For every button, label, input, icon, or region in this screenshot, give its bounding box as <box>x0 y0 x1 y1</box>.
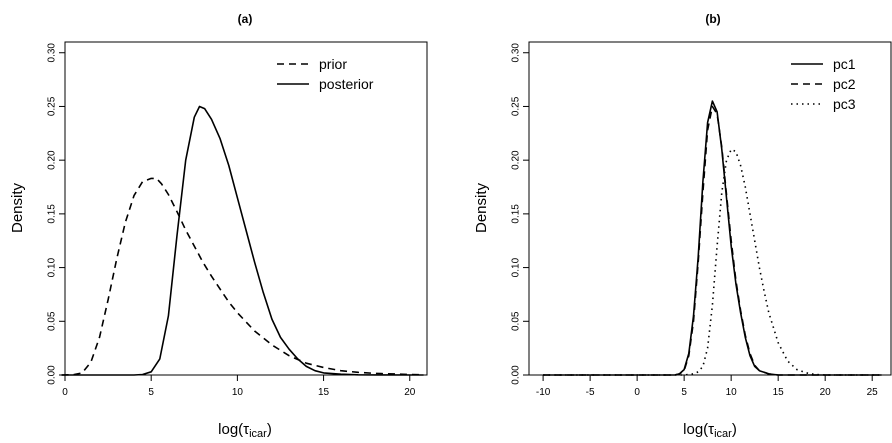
y-tick-label: 0.05 <box>47 311 58 331</box>
x-axis-label-subscript: icar <box>714 428 732 440</box>
y-tick-label: 0.30 <box>47 43 58 63</box>
x-tick-label: 15 <box>318 387 330 398</box>
x-axis-label: log(τicar) <box>683 421 737 440</box>
legend-label-pc3: pc3 <box>833 96 856 112</box>
legend-label-pc1: pc1 <box>833 56 856 72</box>
x-tick-label: 5 <box>681 387 687 398</box>
y-axis-label: Density <box>9 182 26 233</box>
series-lines <box>543 100 882 376</box>
x-tick-label: 5 <box>148 387 154 398</box>
series-lines <box>61 105 424 376</box>
y-tick-label: 0.00 <box>511 365 522 385</box>
y-tick-label: 0.25 <box>47 96 58 116</box>
legend-label-pc2: pc2 <box>833 76 856 92</box>
x-axis-label-subscript: icar <box>249 428 267 440</box>
x-tick-label: -10 <box>536 387 551 398</box>
legend-label-posterior: posterior <box>319 76 374 92</box>
x-tick-label: 15 <box>773 387 785 398</box>
x-axis-label-symbol: τ <box>243 421 249 438</box>
panel-b: (b) -10 -5 0 5 10 15 20 25 0.00 0.05 0.10 0.15 0.20… <box>473 12 892 440</box>
y-tick-label: 0.25 <box>511 96 522 116</box>
y-axis: 0.00 0.05 0.10 0.15 0.20 0.25 0.30 <box>511 43 530 385</box>
y-tick-label: 0.10 <box>511 257 522 277</box>
x-tick-label: 0 <box>634 387 640 398</box>
legend-label-prior: prior <box>319 56 347 72</box>
x-axis: 0 5 10 15 20 <box>62 374 416 398</box>
y-tick-label: 0.15 <box>47 204 58 224</box>
x-axis: -10 -5 0 5 10 15 20 25 <box>536 374 879 398</box>
y-axis: 0.00 0.05 0.10 0.15 0.20 0.25 0.30 <box>47 43 66 385</box>
series-line-pc3 <box>543 148 882 376</box>
y-tick-label: 0.05 <box>511 311 522 331</box>
legend: prior posterior <box>277 56 374 92</box>
x-axis-label-close: ) <box>732 421 737 438</box>
series-line-prior <box>61 177 424 376</box>
x-tick-label: 10 <box>232 387 244 398</box>
x-axis-label-symbol: τ <box>708 421 714 438</box>
series-line-pc2 <box>543 105 882 376</box>
chart-title: (b) <box>705 12 720 26</box>
series-line-posterior <box>61 105 424 376</box>
y-axis-label: Density <box>473 182 490 233</box>
x-axis-label-text: log( <box>218 421 243 438</box>
y-tick-label: 0.30 <box>511 43 522 63</box>
x-tick-label: 10 <box>726 387 738 398</box>
series-line-pc1 <box>543 100 882 376</box>
x-axis-label-text: log( <box>683 421 708 438</box>
x-tick-label: 20 <box>404 387 416 398</box>
y-tick-label: 0.10 <box>47 257 58 277</box>
x-tick-label: 20 <box>820 387 832 398</box>
x-tick-label: 0 <box>62 387 68 398</box>
y-tick-label: 0.20 <box>511 150 522 170</box>
x-axis-label-close: ) <box>267 421 272 438</box>
y-tick-label: 0.20 <box>47 150 58 170</box>
x-axis-label: log(τicar) <box>218 421 272 440</box>
chart-title: (a) <box>238 12 253 26</box>
legend: pc1 pc2 pc3 <box>791 56 856 112</box>
x-tick-label: 25 <box>867 387 879 398</box>
x-tick-label: -5 <box>586 387 595 398</box>
y-tick-label: 0.15 <box>511 204 522 224</box>
panel-a: (a) 0 5 10 15 20 0.00 0.05 0.10 0.15 0.20 0.25 0.3… <box>9 12 428 440</box>
y-tick-label: 0.00 <box>47 365 58 385</box>
